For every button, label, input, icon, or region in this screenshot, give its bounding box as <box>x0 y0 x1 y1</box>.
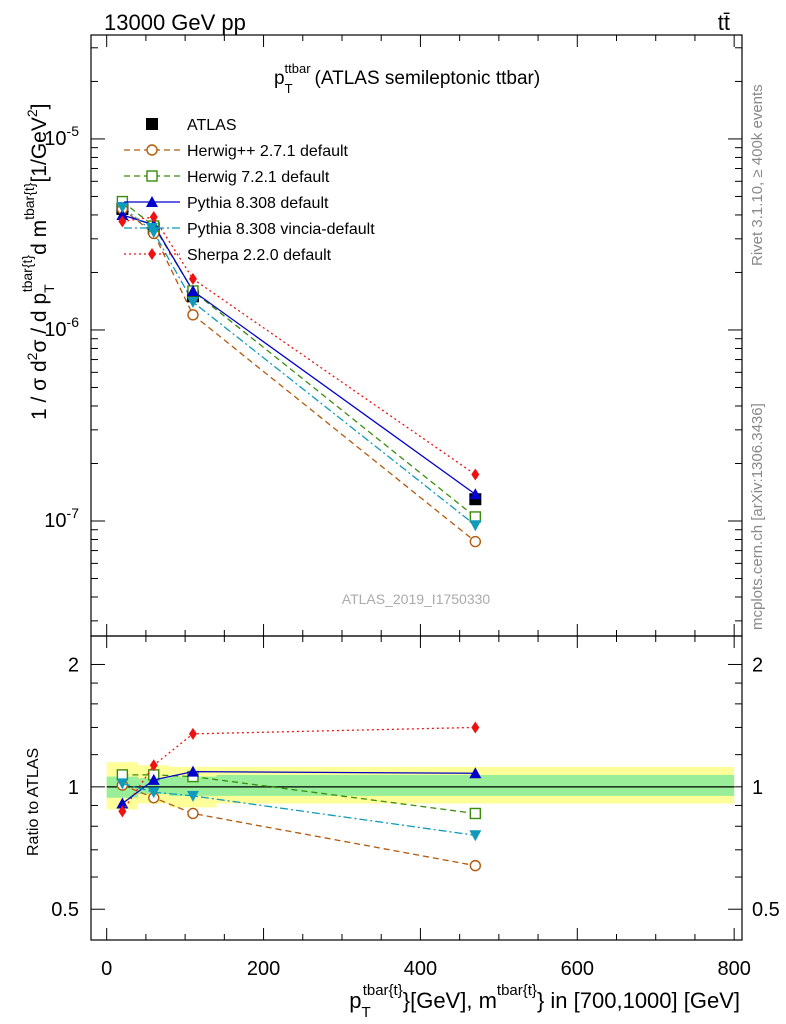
legend-marker-atlas <box>146 118 158 130</box>
ratio-point-sherpa-2-2-0-default <box>118 805 127 818</box>
x-tick-label: 0 <box>101 958 112 980</box>
legend-marker-sherpa-2-2-0-default <box>148 248 156 260</box>
legend-marker-pythia-8-308-default <box>146 196 158 207</box>
main-title: pTttbar (ATLAS semileptonic ttbar) <box>274 61 540 96</box>
x-tick-label: 600 <box>561 958 594 980</box>
rivet-label: Rivet 3.1.10, ≥ 400k events <box>749 84 766 266</box>
data-point-sherpa-2-2-0-default <box>188 272 197 285</box>
ratio-tick-label-right: 1 <box>752 777 763 799</box>
ratio-line-pythia-8-308-vincia-default <box>122 782 476 836</box>
ratio-tick-label-right: 2 <box>752 654 763 676</box>
ratio-point-pythia-8-308-default <box>147 773 160 785</box>
ratio-tick-label: 1 <box>68 777 79 799</box>
ratio-line-sherpa-2-2-0-default <box>121 726 476 812</box>
ratio-frame <box>90 635 743 941</box>
ratio-line-pythia-8-308-default <box>121 770 476 805</box>
data-point-pythia-8-308-default <box>116 208 129 220</box>
legend-label-herwig-2-7-1-default: Herwig++ 2.7.1 default <box>187 143 349 160</box>
legend: ATLAS Herwig++ 2.7.1 default Herwig 7.2.1 … <box>124 117 375 264</box>
legend-label-pythia-8-308-vincia-default: Pythia 8.308 vincia-default <box>187 221 375 238</box>
ratio-tick-label-right: 0.5 <box>752 899 780 921</box>
series-line-sherpa-2-2-0-default <box>122 216 476 476</box>
ratio-point-sherpa-2-2-0-default <box>188 727 197 740</box>
x-tick-label: 400 <box>404 958 437 980</box>
x-tick-label: 800 <box>717 958 750 980</box>
ratio-point-sherpa-2-2-0-default <box>471 721 480 734</box>
ratio-point-pythia-8-308-vincia-default <box>186 790 199 802</box>
ratio-point-herwig-2-7-1-default <box>469 859 482 872</box>
ratio-point-pythia-8-308-vincia-default <box>147 787 160 799</box>
ratio-point-pythia-8-308-default <box>186 765 199 777</box>
ratio-ylabel: Ratio to ATLAS <box>25 748 42 856</box>
ratio-point-sherpa-2-2-0-default <box>149 759 158 772</box>
series-line-herwig-2-7-1-default <box>121 208 476 543</box>
data-point-herwig-2-7-1-default <box>187 309 199 321</box>
legend-marker-pythia-8-308-vincia-default <box>146 223 158 234</box>
analysis-watermark: ATLAS_2019_I1750330 <box>342 591 491 607</box>
ratio-panel: 0 200 400 600 800 0.5 0.5 1 1 2 2 <box>51 35 780 980</box>
uncertainty-band-inner <box>216 774 735 796</box>
uncertainty-band-inner <box>138 778 170 795</box>
data-point-pythia-8-308-vincia-default <box>116 202 129 214</box>
data-point-pythia-8-308-vincia-default <box>469 520 482 532</box>
ratio-point-pythia-8-308-default <box>116 797 129 809</box>
ratio-tick-label: 0.5 <box>51 899 79 921</box>
ratio-point-pythia-8-308-vincia-default <box>116 778 129 790</box>
ratio-point-herwig-2-7-1-default <box>187 807 199 820</box>
x-tick-label: 200 <box>247 958 280 980</box>
process-label: tt̄ <box>718 10 730 35</box>
ratio-line-herwig-2-7-1-default <box>122 784 476 867</box>
legend-label-pythia-8-308-default: Pythia 8.308 default <box>187 195 329 212</box>
y-tick-label: 10-7 <box>44 505 79 532</box>
energy-label: 13000 GeV pp <box>104 10 246 35</box>
y-tick-label: 10-5 <box>44 123 79 150</box>
data-point-sherpa-2-2-0-default <box>118 215 127 228</box>
main-ylabel: 1 / σ d2σ / d pTtbar{t}d mtbar{t}[1/GeV2… <box>19 104 57 420</box>
mcplots-label: mcplots.cern.ch [arXiv:1306.3436] <box>749 403 766 630</box>
legend-label-herwig-7-2-1-default: Herwig 7.2.1 default <box>187 169 330 186</box>
ratio-point-herwig-7-2-1-default <box>469 807 482 820</box>
ratio-point-pythia-8-308-vincia-default <box>469 830 482 842</box>
data-point-pythia-8-308-default <box>469 488 482 500</box>
xlabel: pTtbar{t}}[GeV], mtbar{t}} in [700,1000]… <box>349 982 740 1021</box>
legend-label-sherpa-2-2-0-default: Sherpa 2.2.0 default <box>187 247 332 264</box>
data-point-sherpa-2-2-0-default <box>149 211 158 224</box>
data-point-sherpa-2-2-0-default <box>471 468 480 481</box>
y-tick-label: 10-6 <box>44 314 79 341</box>
ratio-point-pythia-8-308-default <box>469 767 482 779</box>
ratio-tick-label: 2 <box>68 654 79 676</box>
data-point-herwig-2-7-1-default <box>469 535 482 548</box>
data-point-pythia-8-308-vincia-default <box>186 297 199 309</box>
legend-label-atlas: ATLAS <box>187 117 237 134</box>
data-point-pythia-8-308-default <box>186 284 199 296</box>
legend-marker-herwig-7-2-1-default <box>146 170 158 182</box>
legend-marker-herwig-2-7-1-default <box>146 144 158 156</box>
